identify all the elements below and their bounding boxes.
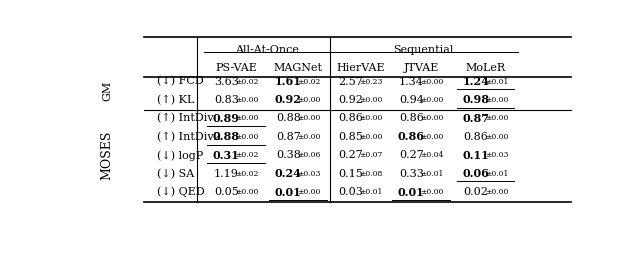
Text: 0.83: 0.83 bbox=[214, 95, 239, 105]
Text: 0.87: 0.87 bbox=[276, 132, 301, 142]
Text: 0.88: 0.88 bbox=[213, 131, 240, 142]
Text: (↑) KL: (↑) KL bbox=[157, 95, 195, 105]
Text: ±0.00: ±0.00 bbox=[236, 133, 259, 141]
Text: ±0.00: ±0.00 bbox=[420, 114, 444, 122]
Text: 0.85: 0.85 bbox=[338, 132, 363, 142]
Text: ±0.00: ±0.00 bbox=[298, 133, 321, 141]
Text: ±0.01: ±0.01 bbox=[485, 77, 508, 86]
Text: ±0.03: ±0.03 bbox=[298, 170, 321, 178]
Text: (↓) logP: (↓) logP bbox=[157, 150, 203, 160]
Text: PS-VAE: PS-VAE bbox=[215, 63, 257, 73]
Text: ±0.00: ±0.00 bbox=[485, 133, 508, 141]
Text: ±0.00: ±0.00 bbox=[420, 96, 444, 104]
Text: Sequential: Sequential bbox=[393, 45, 453, 55]
Text: 0.86: 0.86 bbox=[398, 131, 425, 142]
Text: ±0.00: ±0.00 bbox=[360, 133, 383, 141]
Text: (↑) IntDiv2: (↑) IntDiv2 bbox=[157, 132, 221, 142]
Text: JTVAE: JTVAE bbox=[404, 63, 439, 73]
Text: (↓) SA: (↓) SA bbox=[157, 168, 194, 179]
Text: ±0.01: ±0.01 bbox=[360, 188, 383, 196]
Text: 3.63: 3.63 bbox=[214, 77, 239, 87]
Text: 0.03: 0.03 bbox=[338, 187, 363, 197]
Text: 0.86: 0.86 bbox=[399, 113, 424, 124]
Text: ±0.06: ±0.06 bbox=[298, 151, 321, 159]
Text: 1.61: 1.61 bbox=[275, 76, 301, 87]
Text: 0.02: 0.02 bbox=[463, 187, 488, 197]
Text: 0.87: 0.87 bbox=[462, 113, 490, 124]
Text: ±0.00: ±0.00 bbox=[298, 114, 321, 122]
Text: 1.24: 1.24 bbox=[462, 76, 489, 87]
Text: ±0.00: ±0.00 bbox=[485, 96, 508, 104]
Text: ±0.04: ±0.04 bbox=[420, 151, 444, 159]
Text: ±0.23: ±0.23 bbox=[360, 77, 383, 86]
Text: ±0.02: ±0.02 bbox=[298, 77, 321, 86]
Text: ±0.02: ±0.02 bbox=[236, 77, 259, 86]
Text: 0.38: 0.38 bbox=[276, 150, 301, 160]
Text: 0.33: 0.33 bbox=[399, 169, 424, 179]
Text: (↑) IntDiv: (↑) IntDiv bbox=[157, 113, 214, 124]
Text: ±0.07: ±0.07 bbox=[360, 151, 383, 159]
Text: 0.15: 0.15 bbox=[338, 169, 363, 179]
Text: 0.86: 0.86 bbox=[463, 132, 488, 142]
Text: 0.88: 0.88 bbox=[276, 113, 301, 124]
Text: 0.31: 0.31 bbox=[213, 150, 240, 161]
Text: ±0.00: ±0.00 bbox=[236, 188, 259, 196]
Text: 0.98: 0.98 bbox=[462, 94, 490, 106]
Text: ±0.08: ±0.08 bbox=[360, 170, 383, 178]
Text: ±0.00: ±0.00 bbox=[298, 188, 321, 196]
Text: ±0.00: ±0.00 bbox=[420, 133, 444, 141]
Text: GM: GM bbox=[102, 81, 112, 101]
Text: 0.27: 0.27 bbox=[338, 150, 363, 160]
Text: MAGNet: MAGNet bbox=[274, 63, 323, 73]
Text: 2.57: 2.57 bbox=[338, 77, 363, 87]
Text: ±0.01: ±0.01 bbox=[420, 170, 444, 178]
Text: MOSES: MOSES bbox=[100, 131, 114, 180]
Text: HierVAE: HierVAE bbox=[336, 63, 385, 73]
Text: ±0.00: ±0.00 bbox=[420, 77, 444, 86]
Text: ±0.00: ±0.00 bbox=[236, 114, 259, 122]
Text: ±0.00: ±0.00 bbox=[298, 96, 321, 104]
Text: All-At-Once: All-At-Once bbox=[236, 45, 299, 55]
Text: 0.05: 0.05 bbox=[214, 187, 239, 197]
Text: 0.01: 0.01 bbox=[398, 187, 425, 198]
Text: ±0.00: ±0.00 bbox=[485, 114, 508, 122]
Text: 1.19: 1.19 bbox=[214, 169, 239, 179]
Text: ±0.03: ±0.03 bbox=[485, 151, 508, 159]
Text: 0.92: 0.92 bbox=[275, 94, 301, 106]
Text: 0.86: 0.86 bbox=[338, 113, 363, 124]
Text: 1.34: 1.34 bbox=[399, 77, 424, 87]
Text: ±0.00: ±0.00 bbox=[360, 114, 383, 122]
Text: 0.24: 0.24 bbox=[275, 168, 301, 179]
Text: 0.89: 0.89 bbox=[213, 113, 240, 124]
Text: (↓) FCD: (↓) FCD bbox=[157, 76, 204, 87]
Text: 0.94: 0.94 bbox=[399, 95, 424, 105]
Text: ±0.02: ±0.02 bbox=[236, 151, 259, 159]
Text: 0.11: 0.11 bbox=[463, 150, 489, 161]
Text: ±0.00: ±0.00 bbox=[360, 96, 383, 104]
Text: ±0.01: ±0.01 bbox=[485, 170, 508, 178]
Text: MoLeR: MoLeR bbox=[466, 63, 506, 73]
Text: (↓) QED: (↓) QED bbox=[157, 187, 205, 197]
Text: ±0.00: ±0.00 bbox=[420, 188, 444, 196]
Text: ±0.00: ±0.00 bbox=[236, 96, 259, 104]
Text: ±0.00: ±0.00 bbox=[485, 188, 508, 196]
Text: 0.27: 0.27 bbox=[399, 150, 424, 160]
Text: ±0.02: ±0.02 bbox=[236, 170, 259, 178]
Text: 0.06: 0.06 bbox=[462, 168, 489, 179]
Text: 0.92: 0.92 bbox=[338, 95, 363, 105]
Text: 0.01: 0.01 bbox=[275, 187, 301, 198]
